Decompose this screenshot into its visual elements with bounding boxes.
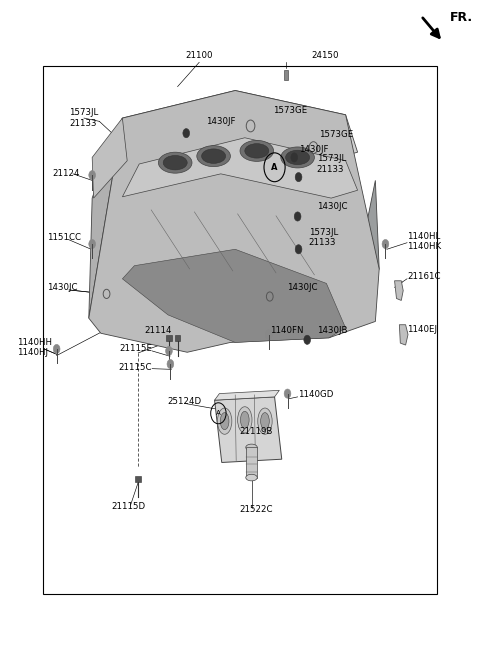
Text: 1151CC: 1151CC <box>47 233 81 242</box>
Text: 21124: 21124 <box>53 169 80 178</box>
Polygon shape <box>122 249 346 342</box>
Circle shape <box>166 346 172 356</box>
Text: 1430JC: 1430JC <box>47 283 78 292</box>
Text: 1140HH
1140HJ: 1140HH 1140HJ <box>17 338 52 358</box>
Text: 1573JL
21133: 1573JL 21133 <box>309 228 338 247</box>
Circle shape <box>89 239 96 249</box>
Text: 21115D: 21115D <box>111 502 145 511</box>
Circle shape <box>284 389 291 398</box>
Circle shape <box>294 212 301 221</box>
Ellipse shape <box>240 140 274 161</box>
Ellipse shape <box>246 444 257 451</box>
Text: 21119B: 21119B <box>239 427 273 436</box>
Text: A: A <box>271 163 278 172</box>
Text: 25124D: 25124D <box>167 397 201 406</box>
Bar <box>175 335 180 341</box>
Bar <box>246 447 257 478</box>
Polygon shape <box>89 91 379 352</box>
Text: 1430JC: 1430JC <box>317 202 348 211</box>
Text: 1430JB: 1430JB <box>317 326 348 335</box>
Bar <box>135 476 141 482</box>
Ellipse shape <box>163 155 187 170</box>
Polygon shape <box>89 118 122 318</box>
Circle shape <box>291 153 298 162</box>
Polygon shape <box>329 180 379 338</box>
Ellipse shape <box>246 474 257 481</box>
Text: 24150: 24150 <box>311 51 338 60</box>
Ellipse shape <box>197 146 230 167</box>
Circle shape <box>295 173 302 182</box>
Bar <box>284 70 288 80</box>
Ellipse shape <box>217 408 232 434</box>
Ellipse shape <box>286 150 310 165</box>
Circle shape <box>53 344 60 354</box>
Text: 21115E: 21115E <box>119 344 152 354</box>
Text: 21115C: 21115C <box>119 363 152 372</box>
Bar <box>166 335 172 341</box>
Text: 1573JL
21133: 1573JL 21133 <box>317 154 346 174</box>
Ellipse shape <box>220 413 229 430</box>
Ellipse shape <box>261 413 269 430</box>
Polygon shape <box>395 281 403 300</box>
Polygon shape <box>122 138 358 198</box>
Text: 1140HL
1140HK: 1140HL 1140HK <box>407 232 441 251</box>
Circle shape <box>382 239 389 249</box>
Text: 21161C: 21161C <box>407 272 441 281</box>
Polygon shape <box>215 397 282 462</box>
Polygon shape <box>215 390 279 400</box>
Text: 21522C: 21522C <box>239 505 273 514</box>
Circle shape <box>265 330 272 339</box>
Circle shape <box>295 245 302 254</box>
Ellipse shape <box>238 407 252 433</box>
Circle shape <box>167 359 174 369</box>
Text: 1140GD: 1140GD <box>298 390 333 400</box>
Text: 1140FN: 1140FN <box>270 326 303 335</box>
Text: A: A <box>216 410 221 417</box>
Text: 1430JC: 1430JC <box>287 283 317 292</box>
Polygon shape <box>107 91 358 160</box>
Polygon shape <box>399 325 408 345</box>
Text: 1430JF: 1430JF <box>206 117 236 126</box>
Ellipse shape <box>158 152 192 173</box>
Bar <box>43 66 437 594</box>
Circle shape <box>183 129 190 138</box>
Circle shape <box>89 171 96 180</box>
Text: FR.: FR. <box>450 11 473 24</box>
Ellipse shape <box>281 147 314 168</box>
Ellipse shape <box>245 144 269 158</box>
Text: 1430JF: 1430JF <box>299 145 328 154</box>
Ellipse shape <box>258 408 272 434</box>
Text: 21114: 21114 <box>144 326 172 335</box>
Text: 21100: 21100 <box>185 51 213 60</box>
Ellipse shape <box>240 411 249 428</box>
Text: 1573JL
21133: 1573JL 21133 <box>70 108 98 128</box>
Text: 1140EJ: 1140EJ <box>407 325 437 334</box>
Polygon shape <box>92 118 127 198</box>
Circle shape <box>304 335 311 344</box>
Ellipse shape <box>202 149 226 163</box>
Text: 1573GE: 1573GE <box>319 130 353 139</box>
Text: 1573GE: 1573GE <box>273 106 307 115</box>
